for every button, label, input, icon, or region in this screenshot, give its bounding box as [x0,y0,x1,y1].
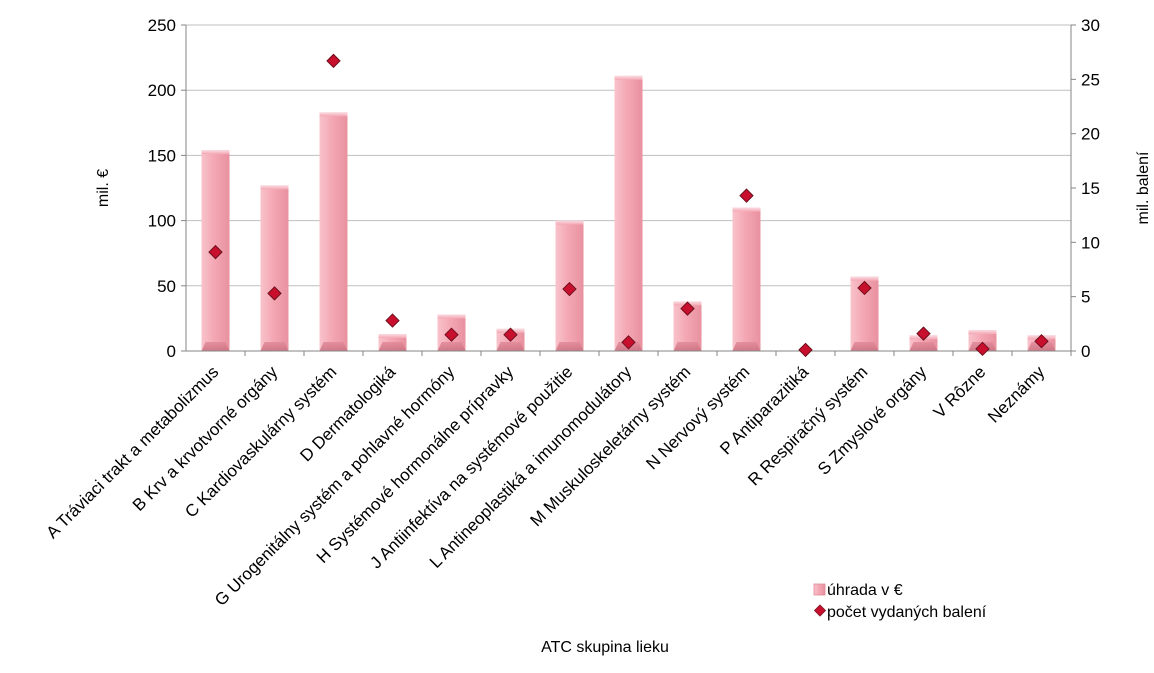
y-axis-title: mil. € [95,169,112,207]
data-point [562,281,577,297]
y2-axis-title: mil. balení [1135,151,1152,224]
x-tick-label: N Nervový systém [642,362,753,473]
y2-tick-label: 20 [1081,125,1100,144]
bar-body [732,207,761,351]
y2-tick-label: 15 [1081,179,1100,198]
bar-cap [732,207,761,212]
bar-body [614,75,643,351]
bar-body [260,185,289,351]
x-axis-title: ATC skupina lieku [541,639,669,656]
data-point [916,326,931,341]
bar-cap [555,220,584,225]
y-tick-label: 100 [148,212,176,231]
data-point [326,53,341,69]
data-point [208,244,223,260]
legend-marker-swatch [813,604,827,617]
y2-tick-label: 5 [1081,288,1090,307]
data-point [798,342,813,358]
bar-base [319,342,348,351]
bar [378,334,407,351]
y-tick-label: 200 [148,81,176,100]
bar-base [732,342,761,351]
bar-base [201,342,230,351]
y-tick-label: 50 [157,277,176,296]
bar-body [319,112,348,351]
bar-base [260,342,289,351]
bar-cap [260,185,289,190]
bar-base [673,342,702,351]
bar-base [437,342,466,351]
bar-cap [850,276,879,281]
data-point [739,188,754,203]
bar-cap [968,330,997,335]
bar-base [850,342,879,351]
y-tick-label: 250 [148,16,176,35]
data-point [267,286,282,301]
bar-cap [378,334,407,339]
data-point [444,327,459,342]
bar-cap [319,112,348,117]
legend-bar-swatch [813,583,826,596]
y-tick-label: 150 [148,146,176,165]
data-point [621,335,636,350]
x-tick-label: Neznámy [984,362,1049,427]
bar-cap [201,150,230,155]
x-tick-label: V Rôzne [930,362,990,422]
y2-tick-label: 10 [1081,233,1100,252]
data-point [680,301,695,316]
y2-tick-label: 30 [1081,16,1100,35]
legend-label-bar: úhrada v € [827,582,903,599]
bar-cap [437,314,466,319]
bars-layer [201,75,1056,351]
y-tick-label: 0 [167,342,176,361]
bar-cap [614,75,643,80]
bar [260,185,289,351]
bar [319,112,348,351]
data-point [857,280,872,296]
bar-base [555,342,584,351]
legend: úhrada v € počet vydaných balení [813,582,987,621]
legend-item-marker: počet vydaných balení [813,604,987,621]
data-point [975,341,990,357]
bar-base [496,342,525,351]
y2-tick-label: 0 [1081,342,1090,361]
bar-base [909,342,938,351]
bar [732,207,761,351]
bar-base [378,342,407,351]
data-point [385,313,400,328]
legend-label-marker: počet vydaných balení [827,604,987,621]
legend-item-bar: úhrada v € [813,582,903,599]
data-point [1034,334,1049,349]
data-point [503,327,518,342]
bar [614,75,643,351]
y2-tick-label: 25 [1081,70,1100,89]
axes-layer [181,24,1076,356]
x-tick-label: S Zmyslové orgány [814,362,931,479]
markers-layer [208,53,1049,358]
